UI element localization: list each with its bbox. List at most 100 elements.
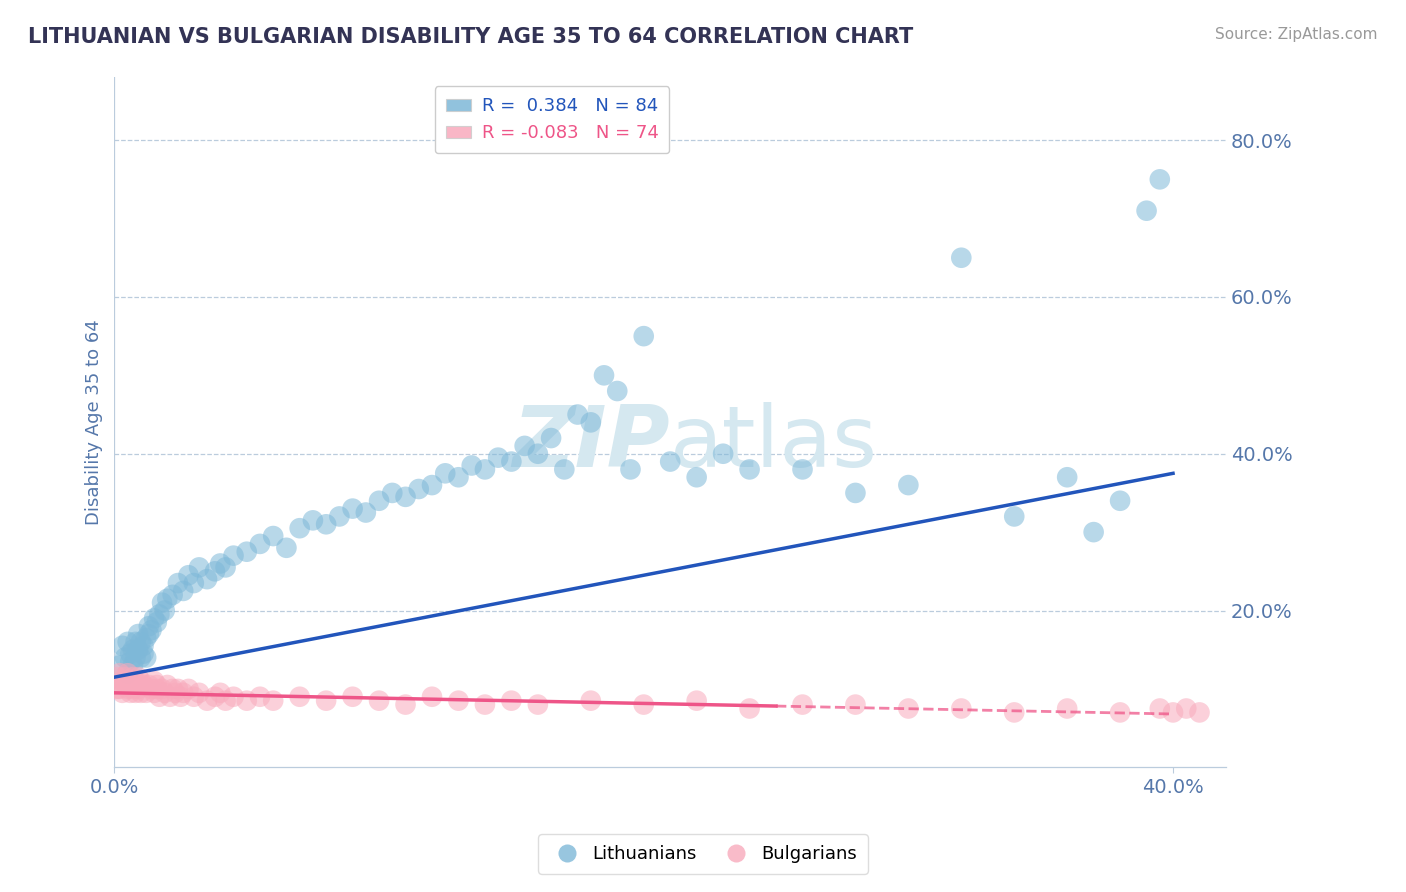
Point — [143, 611, 166, 625]
Point — [593, 368, 616, 383]
Point — [172, 583, 194, 598]
Point — [183, 690, 205, 704]
Point — [153, 603, 176, 617]
Point — [513, 439, 536, 453]
Point — [659, 454, 682, 468]
Point — [114, 670, 136, 684]
Point — [156, 678, 179, 692]
Point — [368, 694, 391, 708]
Point — [114, 650, 136, 665]
Point — [167, 681, 190, 696]
Point — [120, 655, 142, 669]
Text: Source: ZipAtlas.com: Source: ZipAtlas.com — [1215, 27, 1378, 42]
Point — [143, 686, 166, 700]
Point — [169, 690, 191, 704]
Point — [111, 639, 134, 653]
Point — [143, 674, 166, 689]
Point — [145, 678, 167, 692]
Point — [342, 690, 364, 704]
Point — [276, 541, 298, 555]
Point — [606, 384, 628, 398]
Point — [172, 686, 194, 700]
Point — [1175, 701, 1198, 715]
Point — [148, 607, 170, 622]
Point — [108, 666, 131, 681]
Point — [127, 670, 149, 684]
Point — [420, 478, 443, 492]
Point — [138, 627, 160, 641]
Point — [120, 647, 142, 661]
Point — [315, 694, 337, 708]
Point — [460, 458, 482, 473]
Point — [159, 690, 181, 704]
Point — [122, 658, 145, 673]
Point — [567, 408, 589, 422]
Point — [129, 635, 152, 649]
Point — [950, 701, 973, 715]
Point — [394, 698, 416, 712]
Point — [124, 635, 146, 649]
Point — [156, 591, 179, 606]
Point — [1056, 470, 1078, 484]
Point — [844, 486, 866, 500]
Point — [328, 509, 350, 524]
Point — [381, 486, 404, 500]
Point — [150, 681, 173, 696]
Point — [342, 501, 364, 516]
Point — [553, 462, 575, 476]
Text: atlas: atlas — [671, 401, 879, 484]
Point — [204, 564, 226, 578]
Text: ZIP: ZIP — [513, 401, 671, 484]
Point — [209, 557, 232, 571]
Point — [141, 623, 163, 637]
Point — [1002, 509, 1025, 524]
Point — [127, 642, 149, 657]
Point — [153, 686, 176, 700]
Point — [145, 681, 167, 696]
Point — [135, 686, 157, 700]
Point — [183, 576, 205, 591]
Legend: Lithuanians, Bulgarians: Lithuanians, Bulgarians — [538, 834, 868, 874]
Point — [222, 549, 245, 563]
Point — [105, 681, 128, 696]
Point — [262, 694, 284, 708]
Point — [792, 462, 814, 476]
Point — [262, 529, 284, 543]
Point — [122, 670, 145, 684]
Point — [474, 462, 496, 476]
Point — [288, 690, 311, 704]
Point — [114, 678, 136, 692]
Point — [288, 521, 311, 535]
Point — [501, 454, 523, 468]
Point — [527, 698, 550, 712]
Y-axis label: Disability Age 35 to 64: Disability Age 35 to 64 — [86, 319, 103, 525]
Point — [135, 650, 157, 665]
Point — [447, 694, 470, 708]
Point — [204, 690, 226, 704]
Point — [249, 690, 271, 704]
Point — [111, 686, 134, 700]
Point — [162, 681, 184, 696]
Point — [1002, 706, 1025, 720]
Point — [579, 694, 602, 708]
Point — [120, 686, 142, 700]
Point — [633, 698, 655, 712]
Point — [132, 639, 155, 653]
Point — [108, 658, 131, 673]
Point — [1161, 706, 1184, 720]
Legend: R =  0.384   N = 84, R = -0.083   N = 74: R = 0.384 N = 84, R = -0.083 N = 74 — [434, 87, 669, 153]
Point — [222, 690, 245, 704]
Point — [486, 450, 509, 465]
Point — [540, 431, 562, 445]
Point — [950, 251, 973, 265]
Point — [195, 572, 218, 586]
Point — [619, 462, 641, 476]
Point — [354, 506, 377, 520]
Point — [315, 517, 337, 532]
Point — [249, 537, 271, 551]
Text: LITHUANIAN VS BULGARIAN DISABILITY AGE 35 TO 64 CORRELATION CHART: LITHUANIAN VS BULGARIAN DISABILITY AGE 3… — [28, 27, 914, 46]
Point — [1149, 701, 1171, 715]
Point — [129, 686, 152, 700]
Point — [235, 545, 257, 559]
Point — [117, 635, 139, 649]
